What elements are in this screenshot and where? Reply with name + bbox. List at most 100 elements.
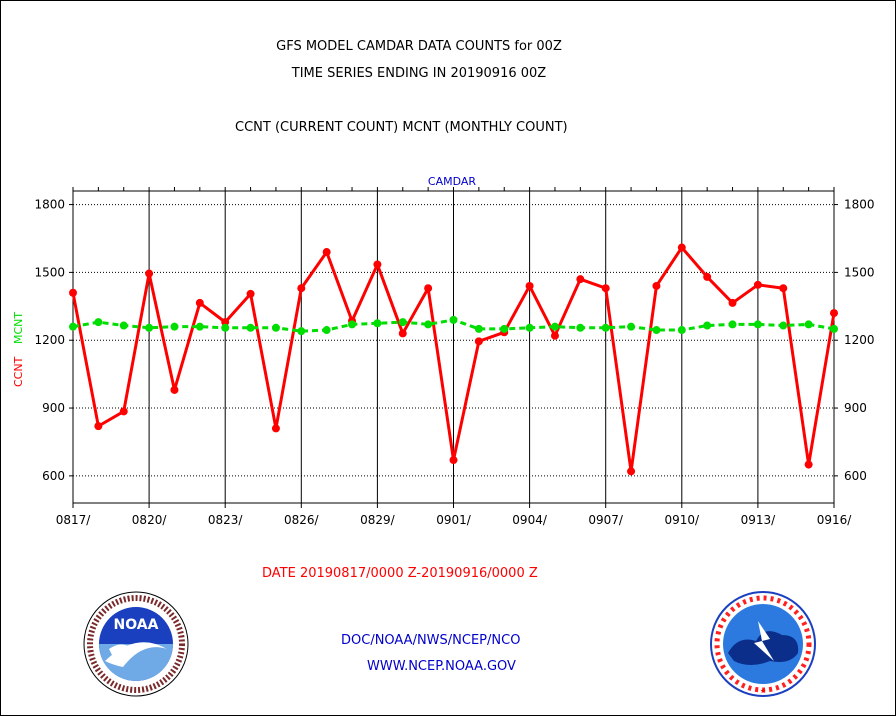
- y-tick-label-left: 1500: [34, 265, 65, 279]
- point-mcnt: [703, 321, 712, 330]
- plot-title: CAMDAR: [428, 175, 476, 188]
- point-ccnt: [94, 422, 103, 431]
- point-ccnt: [627, 467, 636, 476]
- point-mcnt: [145, 323, 154, 332]
- y-tick-label-right: 600: [844, 469, 867, 483]
- point-ccnt: [703, 272, 712, 281]
- y-tick-label-right: 1800: [844, 198, 875, 212]
- point-ccnt: [424, 284, 433, 293]
- point-ccnt: [601, 284, 610, 293]
- x-tick-label: 0901/: [436, 513, 472, 527]
- y-label-mcnt: MCNT: [12, 312, 25, 344]
- point-ccnt: [830, 309, 838, 318]
- point-mcnt: [322, 326, 331, 335]
- point-mcnt: [627, 322, 636, 331]
- point-ccnt: [804, 460, 813, 469]
- point-mcnt: [550, 322, 559, 331]
- point-ccnt: [677, 243, 686, 252]
- x-tick-label: 0910/: [665, 513, 701, 527]
- x-tick-label: 0904/: [512, 513, 548, 527]
- point-ccnt: [753, 280, 762, 289]
- point-mcnt: [779, 321, 788, 330]
- x-tick-labels: 0817/0820/0823/0826/0829/0901/0904/0907/…: [56, 187, 853, 527]
- point-ccnt: [373, 260, 382, 269]
- point-mcnt: [348, 320, 357, 329]
- point-mcnt: [525, 323, 534, 332]
- point-ccnt: [550, 331, 559, 340]
- point-mcnt: [500, 324, 509, 333]
- y-tick-labels: 600 600 900 900 1200 1200 1500 1500 1800 1800: [34, 198, 874, 483]
- point-mcnt: [398, 318, 407, 327]
- point-mcnt: [677, 326, 686, 335]
- point-mcnt: [195, 322, 204, 331]
- point-mcnt: [652, 326, 661, 335]
- date-range: DATE 20190817/0000 Z-20190916/0000 Z: [262, 566, 538, 581]
- noaa-logo-text: NOAA: [114, 617, 159, 633]
- y-tick-label-right: 1200: [844, 333, 875, 347]
- y-tick-label-right: 1500: [844, 265, 875, 279]
- point-ccnt: [195, 298, 204, 307]
- org-label: DOC/NOAA/NWS/NCEP/NCO: [341, 633, 521, 648]
- point-ccnt: [221, 318, 230, 327]
- nws-logo: ★: [710, 591, 816, 697]
- point-ccnt: [652, 281, 661, 290]
- point-ccnt: [69, 288, 77, 297]
- point-mcnt: [119, 321, 128, 330]
- x-tick-label: 0907/: [588, 513, 624, 527]
- point-ccnt: [449, 456, 458, 465]
- point-ccnt: [398, 329, 407, 338]
- point-mcnt: [830, 324, 838, 333]
- y-tick-label-left: 1800: [34, 198, 65, 212]
- point-ccnt: [170, 385, 179, 394]
- point-mcnt: [728, 320, 737, 329]
- point-mcnt: [804, 320, 813, 329]
- point-mcnt: [246, 323, 255, 332]
- chart-title-line1: GFS MODEL CAMDAR DATA COUNTS for 00Z: [276, 39, 562, 54]
- grid: [69, 204, 838, 477]
- x-tick-label: 0913/: [741, 513, 777, 527]
- url-label: WWW.NCEP.NOAA.GOV: [367, 659, 516, 674]
- point-mcnt: [94, 318, 103, 327]
- series-group: [69, 243, 838, 476]
- point-mcnt: [297, 327, 306, 336]
- point-mcnt: [753, 320, 762, 329]
- point-ccnt: [728, 298, 737, 307]
- point-mcnt: [449, 315, 458, 324]
- point-ccnt: [322, 248, 331, 257]
- x-tick-label: 0823/: [208, 513, 244, 527]
- x-tick-label: 0820/: [132, 513, 168, 527]
- y-tick-label-left: 600: [42, 469, 65, 483]
- chart-subtitle: CCNT (CURRENT COUNT) MCNT (MONTHLY COUNT…: [235, 120, 568, 135]
- point-mcnt: [373, 319, 382, 328]
- point-mcnt: [69, 322, 77, 331]
- point-ccnt: [246, 289, 255, 298]
- y-tick-label-left: 900: [42, 401, 65, 415]
- noaa-logo: NOAA: [83, 591, 189, 697]
- point-mcnt: [424, 320, 433, 329]
- nws-logo-star: ★: [760, 687, 766, 695]
- x-tick-label: 0829/: [360, 513, 396, 527]
- point-ccnt: [297, 284, 306, 293]
- x-tick-label: 0826/: [284, 513, 320, 527]
- point-mcnt: [170, 322, 179, 331]
- point-ccnt: [271, 424, 280, 433]
- point-mcnt: [576, 323, 585, 332]
- x-tick-label: 0916/: [817, 513, 853, 527]
- y-label-ccnt: CCNT: [12, 356, 25, 387]
- point-ccnt: [119, 407, 128, 416]
- point-mcnt: [474, 324, 483, 333]
- point-ccnt: [525, 281, 534, 290]
- x-tick-label: 0817/: [56, 513, 92, 527]
- chart-title-line2: TIME SERIES ENDING IN 20190916 00Z: [291, 66, 547, 81]
- y-tick-label-right: 900: [844, 401, 867, 415]
- point-ccnt: [474, 337, 483, 346]
- point-mcnt: [271, 323, 280, 332]
- point-ccnt: [576, 275, 585, 284]
- point-ccnt: [779, 284, 788, 293]
- point-ccnt: [145, 269, 154, 278]
- point-mcnt: [601, 323, 610, 332]
- y-tick-label-left: 1200: [34, 333, 65, 347]
- point-mcnt: [221, 323, 230, 332]
